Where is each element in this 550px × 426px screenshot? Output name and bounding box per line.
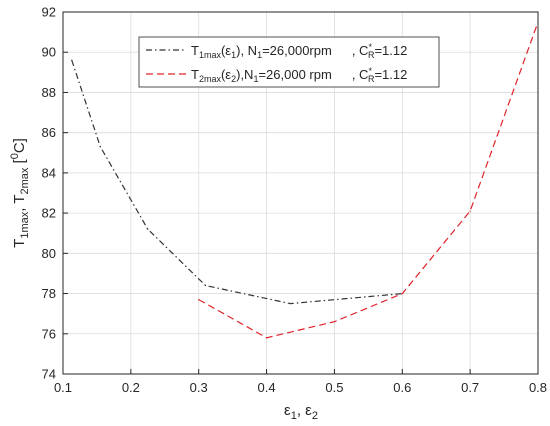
series-1-point xyxy=(99,146,101,148)
x-tick-label: 0.2 xyxy=(122,380,140,395)
y-tick-label: 78 xyxy=(42,286,56,301)
y-tick-label: 86 xyxy=(42,125,56,140)
y-axis-label: T1max, T2max [0C] xyxy=(9,138,31,248)
x-tick-label: 0.1 xyxy=(54,380,72,395)
legend-label-series-1: T1max(ε1), N1=26,000rpm, C* R=1.12 xyxy=(191,42,407,60)
x-tick-label: 0.8 xyxy=(529,380,547,395)
y-tick-label: 80 xyxy=(42,246,56,261)
series-2-point xyxy=(401,292,403,295)
series-1-point xyxy=(71,59,73,61)
y-tick-label: 88 xyxy=(42,85,56,100)
series-1-point xyxy=(289,303,291,305)
series-1-point xyxy=(147,228,149,230)
ticks: 0.1 0.2 0.3 0.4 0.5 0.6 0.7 0.8 74 76 78 80 82 84 86 88… xyxy=(42,5,548,396)
y-tick-label: 82 xyxy=(42,206,56,221)
x-tick-label: 0.6 xyxy=(393,380,411,395)
y-tick-label: 76 xyxy=(42,326,56,341)
series-2-point xyxy=(198,298,200,301)
y-tick-label: 74 xyxy=(42,367,56,382)
y-tick-label: 84 xyxy=(42,165,56,180)
series-2-point xyxy=(333,321,336,323)
y-tick-label: 90 xyxy=(42,45,56,60)
x-tick-label: 0.3 xyxy=(190,380,208,395)
series-1-point xyxy=(204,284,207,287)
legend-box xyxy=(138,36,440,88)
y-tick-label: 92 xyxy=(42,5,56,20)
series-1-line xyxy=(71,60,403,305)
x-tick-label: 0.4 xyxy=(258,380,276,395)
series-2-point xyxy=(265,337,268,339)
series-2-point xyxy=(469,210,471,212)
plot-frame xyxy=(62,11,539,375)
legend-label-series-2: T2max(ε2),N1=26,000 rpm, C* R=1.12 xyxy=(191,66,407,84)
legend: T1max(ε1), N1=26,000rpm, C* R=1.12 T2max(… xyxy=(138,36,440,88)
x-axis-label: ε1, ε2 xyxy=(284,402,318,422)
x-tick-label: 0.7 xyxy=(461,380,479,395)
x-tick-label: 0.5 xyxy=(325,380,343,395)
